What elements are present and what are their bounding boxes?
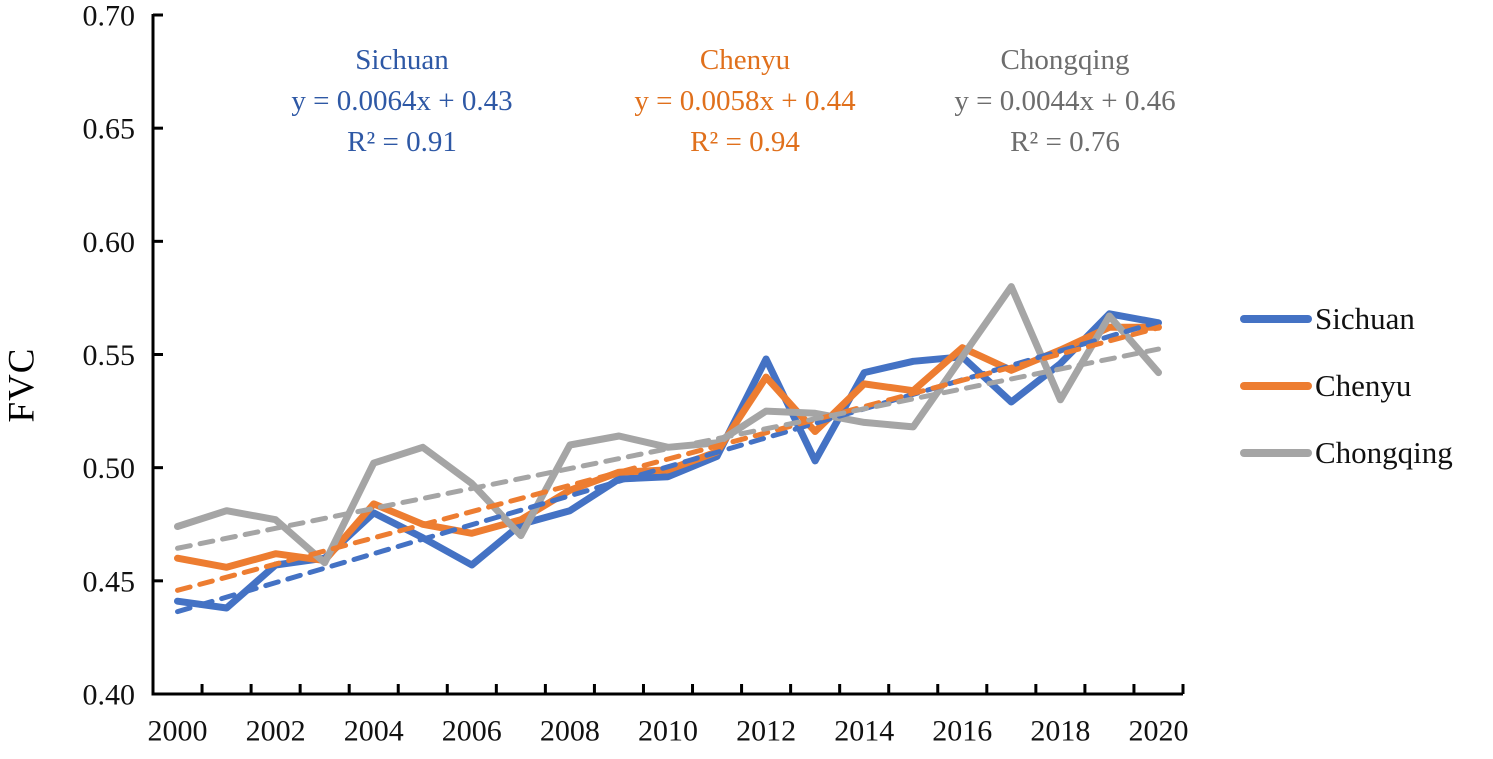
annotation-chongqing-r2: R² = 0.76 [1010, 126, 1120, 158]
annotation-chenyu: Chenyu y = 0.0058x + 0.44 R² = 0.94 [565, 40, 925, 163]
x-tick-label: 2014 [834, 715, 894, 748]
annotation-sichuan-r2: R² = 0.91 [347, 126, 457, 158]
y-axis-title: FVC [1, 347, 43, 423]
trendline-chongqing [175, 346, 1161, 551]
chenyu-line-swatch [1240, 382, 1312, 390]
annotation-sichuan: Sichuan y = 0.0064x + 0.43 R² = 0.91 [222, 40, 582, 163]
legend-label: Chenyu [1315, 368, 1412, 403]
x-tick-label: 2012 [736, 715, 796, 748]
x-tick-label: 2004 [344, 715, 404, 748]
x-tick-label: 2002 [246, 715, 306, 748]
y-tick-label: 0.65 [83, 113, 136, 146]
x-tick-label: 2016 [932, 715, 992, 748]
annotation-sichuan-title: Sichuan [355, 44, 449, 76]
legend-label: Chongqing [1315, 435, 1453, 470]
legend-label: Sichuan [1315, 301, 1415, 336]
x-tick-label: 2008 [540, 715, 600, 748]
series-line-chongqing [174, 283, 1162, 567]
y-tick-label: 0.45 [83, 565, 136, 598]
y-tick-label: 0.70 [83, 0, 136, 33]
annotation-sichuan-equation: y = 0.0064x + 0.43 [291, 85, 513, 117]
sichuan-line-swatch [1240, 315, 1312, 323]
y-tick-label: 0.40 [83, 679, 136, 712]
y-tick-label: 0.55 [83, 339, 136, 372]
x-tick-label: 2010 [638, 715, 698, 748]
x-tick-label: 2020 [1128, 715, 1188, 748]
annotation-chongqing: Chongqing y = 0.0044x + 0.46 R² = 0.76 [885, 40, 1245, 163]
chongqing-line-swatch [1240, 449, 1312, 457]
annotation-chenyu-equation: y = 0.0058x + 0.44 [634, 85, 856, 117]
y-tick-label: 0.50 [83, 452, 136, 485]
annotation-chenyu-title: Chenyu [699, 44, 791, 76]
trendline-sichuan [175, 319, 1161, 615]
annotation-chongqing-equation: y = 0.0044x + 0.46 [954, 85, 1176, 117]
x-tick-label: 2006 [442, 715, 502, 748]
legend-item-chongqing: Chongqing [1240, 435, 1453, 471]
series-line-chenyu [174, 323, 1162, 571]
legend-item-sichuan: Sichuan [1240, 301, 1453, 337]
legend: Sichuan Chenyu Chongqing [1240, 301, 1453, 502]
annotation-chongqing-title: Chongqing [1000, 44, 1130, 76]
x-tick-label: 2000 [148, 715, 208, 748]
y-tick-label: 0.60 [83, 226, 136, 259]
x-tick-label: 2018 [1030, 715, 1090, 748]
trendline-chenyu [175, 325, 1161, 593]
legend-item-chenyu: Chenyu [1240, 368, 1453, 404]
annotation-chenyu-r2: R² = 0.94 [690, 126, 800, 158]
